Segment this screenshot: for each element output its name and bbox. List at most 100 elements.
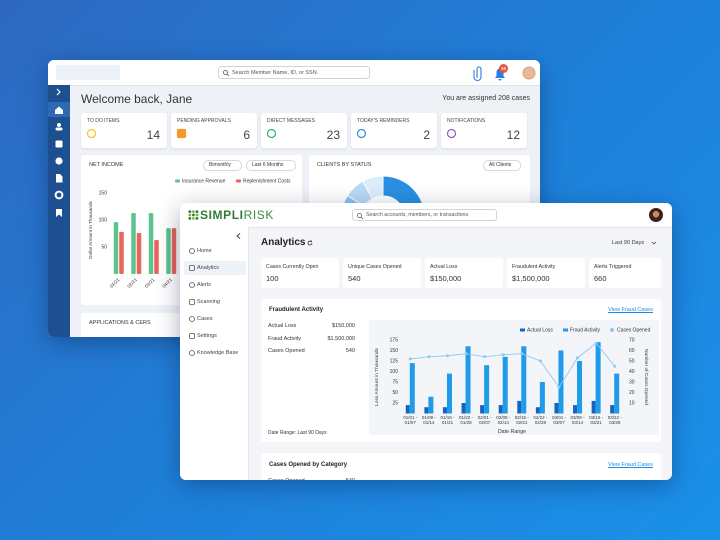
dropdown[interactable]: Bimonthly (203, 160, 242, 171)
card-label: TODAY'S REMINDERS (357, 118, 410, 124)
bar (166, 228, 171, 274)
nav-item[interactable]: Settings (184, 329, 246, 343)
panel-title: APPLICATIONS & CERS (89, 320, 151, 326)
card-icon (356, 128, 367, 139)
card-icon-shape (176, 128, 187, 139)
logo-dot (192, 213, 195, 217)
kpi-value: 100 (266, 274, 279, 283)
refresh-icon (307, 240, 313, 246)
summary-value: 540 (345, 348, 355, 354)
search-placeholder: Search accounts, members, or transaction… (366, 212, 469, 218)
nav-icon (189, 333, 195, 339)
logo-dot (192, 210, 195, 213)
bar (428, 396, 434, 414)
logo-text: SIMPLIRISK (200, 208, 274, 222)
nav-item[interactable]: Scanning (184, 295, 246, 309)
bar (610, 405, 615, 414)
nav-item[interactable]: Analytics (184, 261, 246, 275)
summary-value: $150,000 (332, 323, 355, 329)
bar (409, 363, 415, 414)
handle (360, 216, 364, 219)
logo-dot (195, 213, 199, 217)
view-link[interactable]: View Fraud Cases (608, 462, 653, 468)
summary-value: $1,500,000 (327, 335, 355, 342)
line-point (445, 354, 449, 358)
category-panel: Cases Opened by Category View Fraud Cases… (261, 453, 661, 480)
logo-dot (195, 217, 199, 220)
summary-card: TO DO ITEMS 14 (81, 113, 167, 148)
x-tick-label: 02/15 - 02/21 (514, 415, 529, 425)
card-icon (176, 128, 187, 139)
legend-swatch (520, 328, 525, 332)
collapse-icon (236, 233, 241, 239)
legend-label: Cases Opened (617, 328, 651, 334)
bar (554, 403, 559, 414)
search-box[interactable]: Search accounts, members, or transaction… (352, 209, 497, 221)
kpi-card: Alerts Triggered 660 (589, 258, 661, 288)
panel-title: Fraudulent Activity (269, 307, 324, 313)
legend-swatch (175, 179, 180, 183)
y2-tick-label: 30 (629, 380, 635, 386)
card-icon (86, 128, 97, 139)
money-icon (55, 157, 63, 165)
nav-label: Scanning (197, 299, 220, 305)
bar (461, 403, 466, 414)
x-tick-label: 02/08 - 02/14 (496, 415, 511, 425)
line-point (483, 355, 487, 359)
search-placeholder: Search Member Name, ID, or SSN. (232, 70, 319, 76)
line (410, 342, 616, 389)
nav-icon (189, 299, 195, 305)
x-tick-label: 03/01 - 03/07 (551, 415, 566, 425)
card-icon-shape (86, 128, 97, 139)
bar (442, 407, 447, 414)
nav-icon-shape (189, 316, 195, 322)
card-label: DIRECT MESSAGES (267, 118, 315, 124)
y-tick-label: 125 (390, 359, 399, 365)
bar (480, 405, 485, 414)
logo-mark (188, 210, 199, 220)
nav-item[interactable]: Alerts (184, 278, 246, 292)
lens (357, 212, 362, 218)
page-title: Analytics (261, 237, 306, 248)
nav-label: Analytics (197, 265, 220, 271)
legend-swatch (236, 179, 241, 183)
dropdown-label: Last 6 Months (252, 162, 284, 168)
logo-dot (188, 210, 192, 213)
x-tick-label: 02/21 (126, 277, 138, 289)
dropdown[interactable]: All Clients (483, 160, 521, 171)
summary-card: DIRECT MESSAGES 23 (261, 113, 347, 148)
legend-label: Insurance Revenue (182, 179, 226, 185)
legend-label: Replenishment Costs (243, 179, 291, 185)
legend-label: Fraud Activity (570, 328, 601, 334)
range-dropdown[interactable]: Last 90 Days (612, 237, 660, 249)
search-box[interactable]: Search Member Name, ID, or SSN. (218, 66, 370, 79)
logo-dot (195, 210, 199, 213)
front-window: SIMPLIRISK Search accounts, members, or t… (180, 203, 672, 480)
card-value: 23 (326, 128, 340, 142)
nav-item[interactable]: Cases (184, 312, 246, 326)
nav-icon-shape (189, 282, 195, 288)
home-icon (55, 106, 63, 114)
lens (223, 70, 228, 75)
refresh-arrow (307, 240, 313, 246)
bar (502, 356, 508, 414)
nav-item[interactable]: Home (184, 244, 246, 258)
card-value: 2 (423, 128, 430, 142)
bar (535, 407, 540, 414)
summary-label: Fraud Activity (268, 335, 302, 342)
kpi-label: Cases Currently Open (266, 264, 319, 270)
date-range-note: Date Range: Last 90 Days (268, 430, 327, 436)
kpi-label: Actual Loss (430, 264, 458, 270)
nav-item[interactable]: Knowledge Base (184, 346, 246, 360)
bar (517, 400, 522, 414)
y-axis-label: Dollar Amount in Thousands (88, 200, 93, 258)
nav-icon-shape (189, 248, 195, 254)
bar (484, 365, 490, 414)
nav-icon (189, 248, 195, 254)
panel-title: NET INCOME (89, 162, 124, 168)
bookmark-icon (56, 209, 62, 217)
x-tick-label: 01/08 - 01/14 (421, 415, 436, 425)
legend-swatch (563, 328, 568, 332)
dropdown[interactable]: Last 6 Months (246, 160, 296, 171)
view-link[interactable]: View Fraud Cases (608, 307, 653, 313)
